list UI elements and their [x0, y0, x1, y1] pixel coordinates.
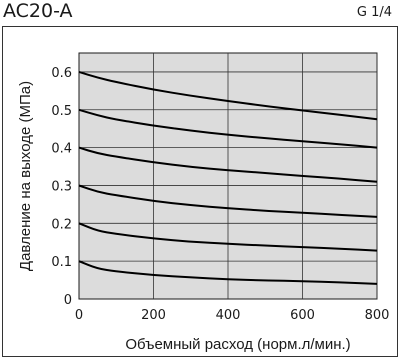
x-tick-label: 600 — [290, 308, 315, 323]
x-axis-title: Объемный расход (норм.л/мин.) — [125, 336, 350, 353]
y-tick-label: 0.4 — [51, 142, 72, 157]
series-line-2 — [78, 108, 378, 149]
y-tick-label: 0.1 — [51, 255, 72, 270]
y-tick-label: 0 — [64, 293, 72, 308]
y-axis-title: Давление на выходе (МПа) — [17, 81, 34, 271]
y-tick-label: 0.5 — [51, 104, 72, 119]
chart-frame — [2, 26, 398, 357]
x-tick-label: 400 — [216, 308, 241, 323]
y-tick-label: 0.2 — [51, 217, 72, 232]
x-tick-label: 0 — [75, 308, 83, 323]
series-line-5 — [78, 222, 378, 252]
series-line-1 — [78, 70, 378, 121]
port-size-label: G 1/4 — [356, 5, 392, 20]
model-title: AC20-A — [3, 0, 73, 22]
series-line-6 — [78, 260, 378, 285]
y-tick-label: 0.6 — [51, 66, 72, 81]
y-tick-label: 0.3 — [51, 179, 72, 194]
series-line-4 — [78, 184, 378, 218]
x-tick-label: 800 — [365, 308, 390, 323]
x-tick-label: 200 — [141, 308, 166, 323]
series-line-3 — [78, 146, 378, 183]
